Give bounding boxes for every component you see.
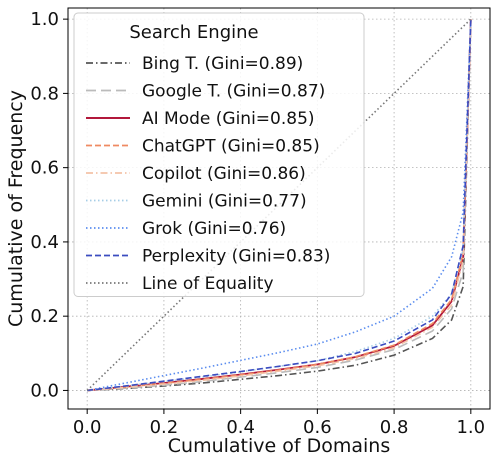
series-line-4 — [87, 19, 472, 392]
x-tick-label: 0.8 — [380, 417, 409, 438]
series-line-1 — [87, 19, 472, 392]
y-tick-label: 0.2 — [30, 306, 59, 327]
legend-label: Grok (Gini=0.76) — [142, 219, 286, 239]
plot-frame — [67, 7, 491, 410]
legend-entry-6: Grok (Gini=0.76) — [86, 219, 286, 239]
legend-label: Bing T. (Gini=0.89) — [142, 54, 303, 74]
x-tick-label: 1.0 — [456, 417, 485, 438]
x-tick-label: 0.4 — [226, 417, 255, 438]
legend-entry-5: Gemini (Gini=0.77) — [86, 192, 307, 212]
x-axis-label: Cumulative of Domains — [168, 435, 390, 457]
series-line-7 — [87, 19, 472, 392]
legend-entries: Bing T. (Gini=0.89) Google T. (Gini=0.87)… — [86, 54, 330, 294]
legend-label: Gemini (Gini=0.77) — [142, 192, 307, 212]
series-layer — [86, 18, 472, 392]
x-tick-label: 0.6 — [303, 417, 332, 438]
legend: Search Engine Bing T. (Gini=0.89) Google … — [73, 12, 365, 297]
legend-entry-2: AI Mode (Gini=0.85) — [86, 109, 315, 129]
series-line-6 — [87, 19, 472, 392]
y-tick-label: 1.0 — [30, 9, 59, 30]
series-line-8 — [86, 18, 472, 392]
tick-layer: 0.0 0.2 0.4 0.6 0.8 1.0 0.0 0.2 0.4 0.6 0.8 1.0 — [30, 9, 485, 438]
legend-entry-4: Copilot (Gini=0.86) — [86, 164, 306, 184]
legend-label: AI Mode (Gini=0.85) — [142, 109, 315, 129]
legend-entry-3: ChatGPT (Gini=0.85) — [86, 137, 320, 157]
legend-box — [73, 12, 365, 297]
legend-entry-0: Bing T. (Gini=0.89) — [86, 54, 303, 74]
y-tick-label: 0.4 — [30, 232, 59, 253]
legend-title: Search Engine — [129, 22, 258, 43]
legend-label: Copilot (Gini=0.86) — [142, 164, 306, 184]
legend-entry-8: Line of Equality — [86, 274, 274, 294]
legend-label: Google T. (Gini=0.87) — [142, 82, 325, 102]
x-tick-label: 0.0 — [73, 417, 102, 438]
legend-label: Line of Equality — [142, 274, 274, 294]
y-tick-label: 0.8 — [30, 83, 59, 104]
y-tick-label: 0.0 — [30, 380, 59, 401]
legend-label: Perplexity (Gini=0.83) — [142, 247, 330, 267]
legend-label: ChatGPT (Gini=0.85) — [142, 137, 320, 157]
y-tick-label: 0.6 — [30, 158, 59, 179]
y-axis-label: Cumulative of Frequency — [5, 90, 27, 327]
legend-entry-1: Google T. (Gini=0.87) — [86, 82, 325, 102]
x-tick-label: 0.2 — [150, 417, 179, 438]
legend-entry-7: Perplexity (Gini=0.83) — [86, 247, 330, 267]
